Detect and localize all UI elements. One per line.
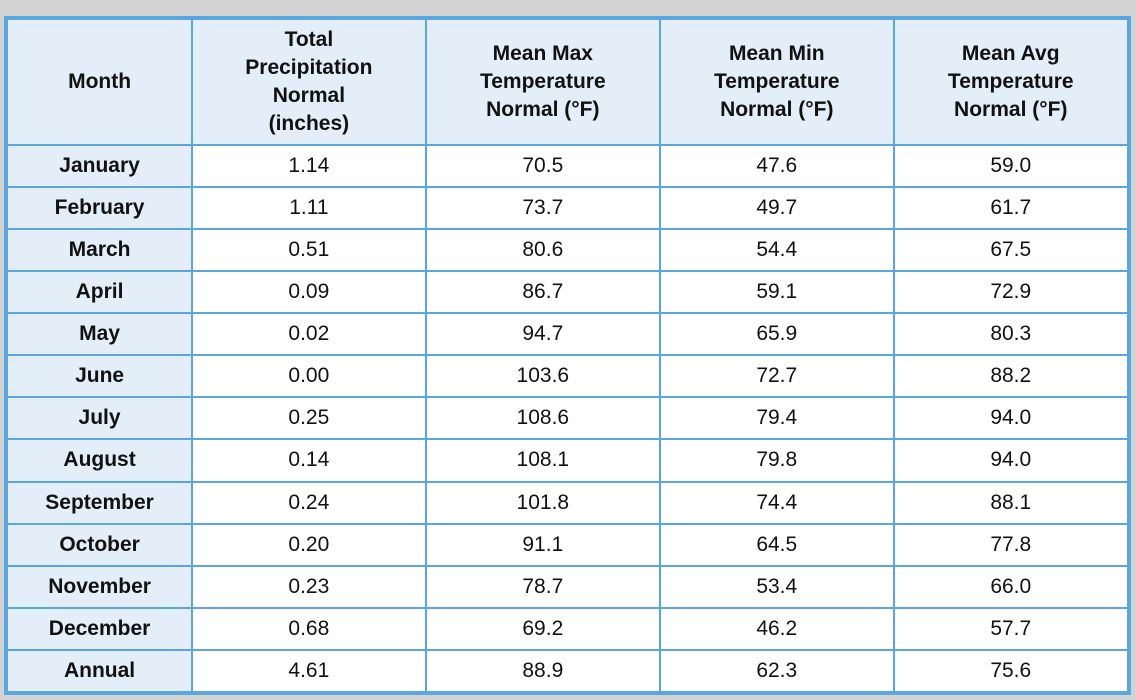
table-row: March 0.51 80.6 54.4 67.5: [5, 228, 1129, 273]
precipitation-cell: 0.09: [191, 270, 427, 315]
precipitation-cell: 0.25: [191, 396, 427, 441]
month-cell: June: [5, 354, 194, 399]
month-cell: November: [5, 564, 194, 609]
table-row: January 1.14 70.5 47.6 59.0: [5, 143, 1129, 189]
mean-max-cell: 70.5: [424, 143, 662, 189]
mean-min-cell: 53.4: [659, 564, 895, 609]
mean-max-cell: 91.1: [424, 522, 662, 567]
mean-max-cell: 103.6: [424, 354, 662, 399]
mean-avg-cell: 88.2: [892, 354, 1129, 399]
precipitation-cell: 0.20: [191, 522, 427, 567]
table-row: December 0.68 69.2 46.2 57.7: [5, 606, 1129, 651]
climate-table-frame: Month Total Precipitation Normal (inches) M…: [4, 16, 1131, 695]
header-precipitation: Total Precipitation Normal (inches): [191, 18, 427, 146]
mean-avg-cell: 75.6: [892, 648, 1129, 694]
table-row: June 0.00 103.6 72.7 88.2: [5, 354, 1129, 399]
mean-avg-cell: 59.0: [892, 143, 1129, 189]
mean-min-cell: 49.7: [659, 186, 895, 231]
mean-avg-cell: 66.0: [892, 564, 1129, 609]
mean-max-cell: 88.9: [424, 648, 662, 694]
table-row: August 0.14 108.1 79.8 94.0: [5, 438, 1129, 483]
mean-max-cell: 108.6: [424, 396, 662, 441]
mean-max-cell: 78.7: [424, 564, 662, 609]
mean-max-cell: 73.7: [424, 186, 662, 231]
mean-max-cell: 86.7: [424, 270, 662, 315]
header-month: Month: [5, 18, 194, 146]
mean-avg-cell: 67.5: [892, 228, 1129, 273]
precipitation-cell: 0.68: [191, 606, 427, 651]
header-row: Month Total Precipitation Normal (inches) M…: [5, 18, 1129, 146]
month-cell: August: [5, 438, 194, 483]
month-cell: May: [5, 312, 194, 357]
table-row: Annual 4.61 88.9 62.3 75.6: [5, 648, 1129, 694]
mean-max-cell: 94.7: [424, 312, 662, 357]
mean-avg-cell: 77.8: [892, 522, 1129, 567]
table-row: July 0.25 108.6 79.4 94.0: [5, 396, 1129, 441]
month-cell: January: [5, 143, 194, 189]
month-cell: March: [5, 228, 194, 273]
precipitation-cell: 0.23: [191, 564, 427, 609]
month-cell: October: [5, 522, 194, 567]
mean-min-cell: 62.3: [659, 648, 895, 694]
mean-min-cell: 59.1: [659, 270, 895, 315]
month-cell: February: [5, 186, 194, 231]
mean-avg-cell: 57.7: [892, 606, 1129, 651]
mean-min-cell: 72.7: [659, 354, 895, 399]
mean-max-cell: 108.1: [424, 438, 662, 483]
table-row: February 1.11 73.7 49.7 61.7: [5, 186, 1129, 231]
mean-min-cell: 79.8: [659, 438, 895, 483]
precipitation-cell: 0.02: [191, 312, 427, 357]
mean-avg-cell: 94.0: [892, 438, 1129, 483]
precipitation-cell: 1.14: [191, 143, 427, 189]
mean-avg-cell: 61.7: [892, 186, 1129, 231]
mean-avg-cell: 94.0: [892, 396, 1129, 441]
mean-max-cell: 69.2: [424, 606, 662, 651]
mean-min-cell: 65.9: [659, 312, 895, 357]
table-row: November 0.23 78.7 53.4 66.0: [5, 564, 1129, 609]
mean-min-cell: 47.6: [659, 143, 895, 189]
precipitation-cell: 1.11: [191, 186, 427, 231]
mean-min-cell: 54.4: [659, 228, 895, 273]
table-row: May 0.02 94.7 65.9 80.3: [5, 312, 1129, 357]
header-mean-max-temp: Mean Max Temperature Normal (°F): [424, 18, 662, 146]
mean-min-cell: 46.2: [659, 606, 895, 651]
month-cell: Annual: [5, 648, 194, 694]
mean-avg-cell: 72.9: [892, 270, 1129, 315]
month-cell: September: [5, 480, 194, 525]
precipitation-cell: 0.14: [191, 438, 427, 483]
mean-avg-cell: 80.3: [892, 312, 1129, 357]
mean-min-cell: 74.4: [659, 480, 895, 525]
month-cell: April: [5, 270, 194, 315]
month-cell: July: [5, 396, 194, 441]
mean-max-cell: 80.6: [424, 228, 662, 273]
mean-min-cell: 79.4: [659, 396, 895, 441]
climate-normals-table: Month Total Precipitation Normal (inches) M…: [5, 18, 1129, 694]
table-row: October 0.20 91.1 64.5 77.8: [5, 522, 1129, 567]
month-cell: December: [5, 606, 194, 651]
precipitation-cell: 4.61: [191, 648, 427, 694]
precipitation-cell: 0.00: [191, 354, 427, 399]
header-mean-avg-temp: Mean Avg Temperature Normal (°F): [892, 18, 1129, 146]
mean-min-cell: 64.5: [659, 522, 895, 567]
precipitation-cell: 0.24: [191, 480, 427, 525]
mean-max-cell: 101.8: [424, 480, 662, 525]
table-body: January 1.14 70.5 47.6 59.0 February 1.11 73.7 4…: [5, 143, 1129, 694]
table-row: April 0.09 86.7 59.1 72.9: [5, 270, 1129, 315]
header-mean-min-temp: Mean Min Temperature Normal (°F): [659, 18, 895, 146]
table-row: September 0.24 101.8 74.4 88.1: [5, 480, 1129, 525]
mean-avg-cell: 88.1: [892, 480, 1129, 525]
precipitation-cell: 0.51: [191, 228, 427, 273]
